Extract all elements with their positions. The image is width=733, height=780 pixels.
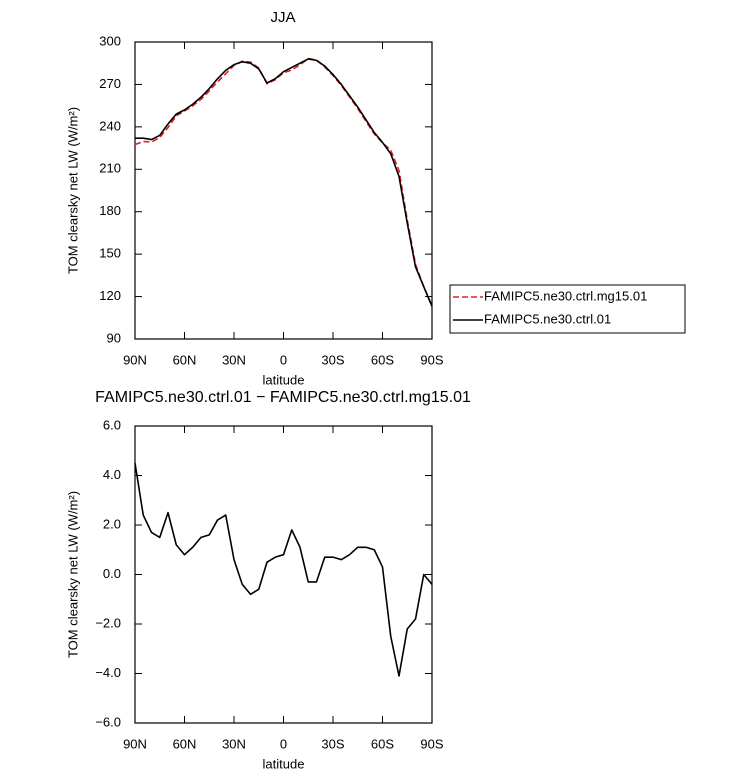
y-tick-label: 0.0 <box>103 566 121 581</box>
legend-box <box>449 284 686 334</box>
chart-title: JJA <box>270 9 295 26</box>
legend-label: FAMIPC5.ne30.ctrl.mg15.01 <box>484 288 647 303</box>
x-tick-label: 30N <box>222 736 246 751</box>
x-tick-label: 30S <box>321 352 344 367</box>
y-tick-label: −4.0 <box>95 665 121 680</box>
y-tick-label: 4.0 <box>103 467 121 482</box>
series-line <box>134 57 433 307</box>
y-tick-label: 240 <box>99 118 121 133</box>
y-axis-label: TOM clearsky net LW (W/m²) <box>65 491 80 658</box>
x-tick-label: 0 <box>280 352 287 367</box>
x-tick-label: 60N <box>173 736 197 751</box>
y-tick-label: −2.0 <box>95 615 121 630</box>
y-tick-label: 90 <box>107 330 121 345</box>
x-tick-label: 30N <box>222 352 246 367</box>
y-tick-label: 150 <box>99 246 121 261</box>
x-tick-label: 90N <box>123 736 147 751</box>
legend-label: FAMIPC5.ne30.ctrl.01 <box>484 311 611 326</box>
x-tick-label: 0 <box>280 736 287 751</box>
y-tick-label: −6.0 <box>95 714 121 729</box>
x-tick-label: 60N <box>173 352 197 367</box>
series-line <box>134 463 433 677</box>
x-tick-label: 60S <box>371 352 394 367</box>
y-tick-label: 6.0 <box>103 417 121 432</box>
plot-frame <box>134 425 433 724</box>
x-tick-label: 90S <box>420 736 443 751</box>
x-tick-label: 30S <box>321 736 344 751</box>
x-tick-label: 90S <box>420 352 443 367</box>
x-tick-label: 90N <box>123 352 147 367</box>
y-tick-label: 300 <box>99 33 121 48</box>
x-tick-label: 60S <box>371 736 394 751</box>
series-line <box>135 58 433 307</box>
chart-title: FAMIPC5.ne30.ctrl.01 − FAMIPC5.ne30.ctrl… <box>95 389 471 406</box>
y-tick-label: 180 <box>99 203 121 218</box>
x-axis-label: latitude <box>263 372 305 387</box>
y-tick-label: 120 <box>99 288 121 303</box>
y-tick-label: 210 <box>99 161 121 176</box>
y-axis-label: TOM clearsky net LW (W/m²) <box>65 107 80 274</box>
y-tick-label: 2.0 <box>103 516 121 531</box>
y-tick-label: 270 <box>99 76 121 91</box>
plot-frame <box>134 41 433 340</box>
x-axis-label: latitude <box>263 756 305 771</box>
